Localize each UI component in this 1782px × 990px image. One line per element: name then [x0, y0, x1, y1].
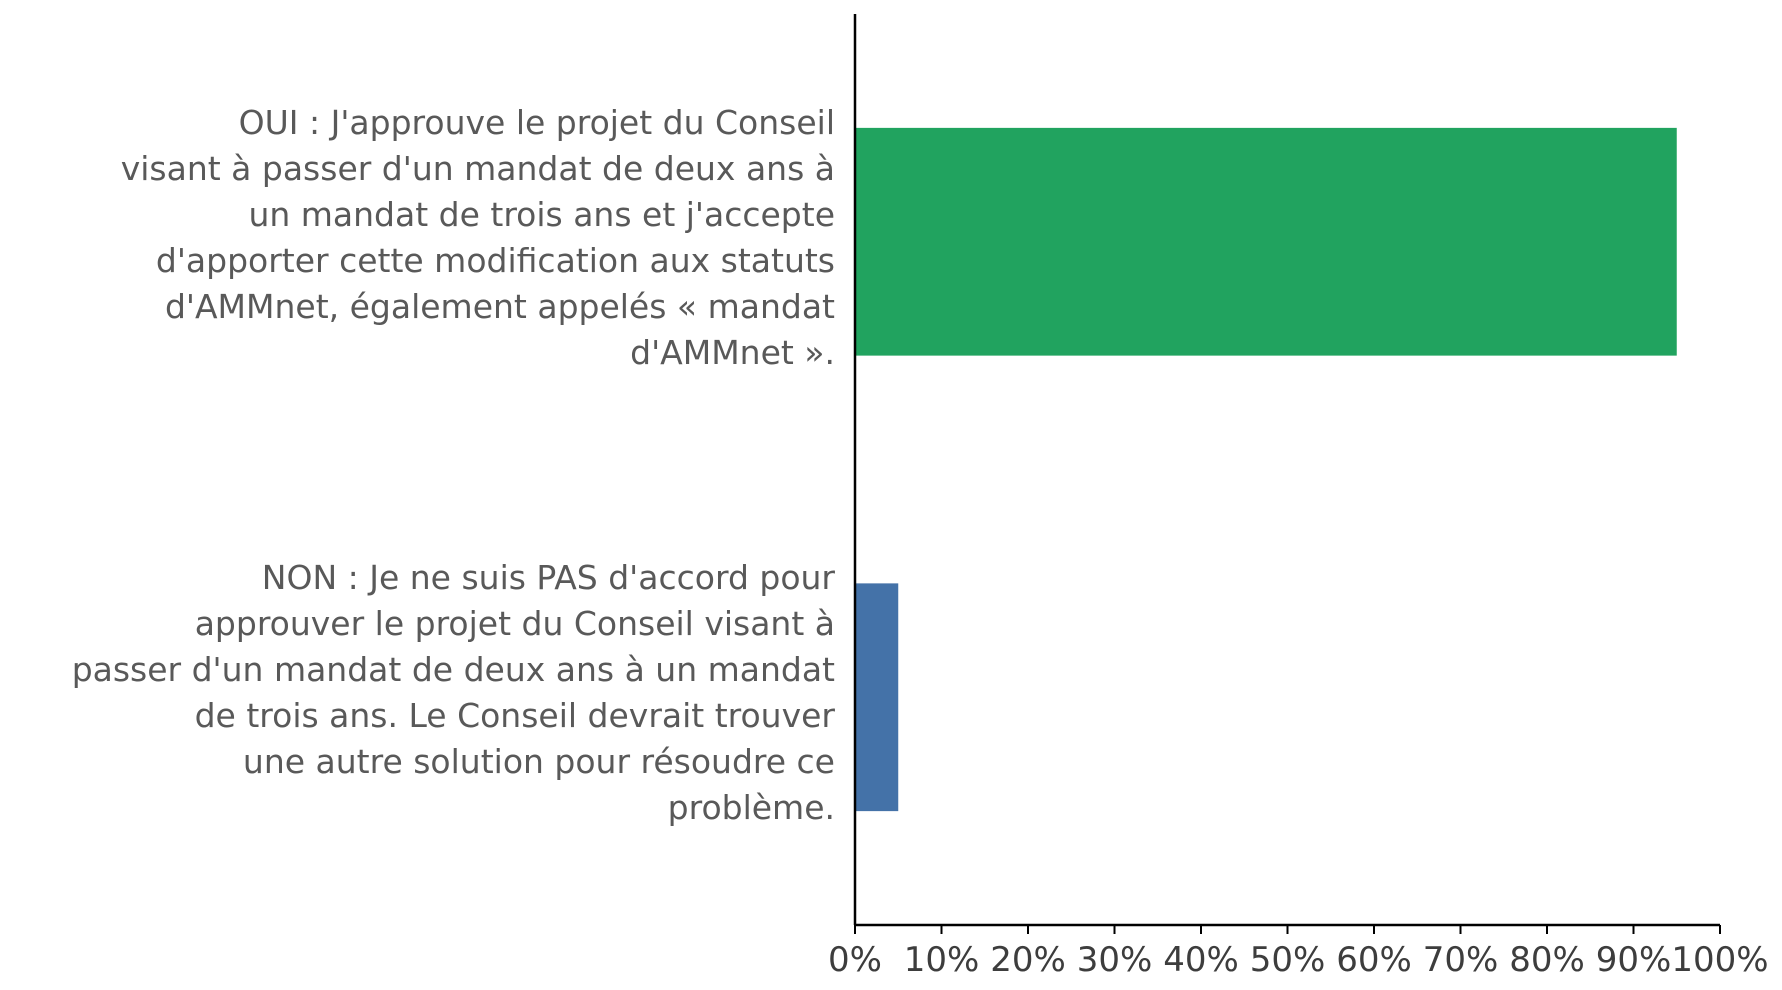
x-tick-label: 60% [1336, 940, 1412, 980]
category-label-line: problème. [667, 788, 835, 828]
x-tick-label: 100% [1671, 940, 1768, 980]
x-tick-label: 80% [1509, 940, 1585, 980]
bar-1 [855, 583, 899, 812]
x-tick-label: 50% [1250, 940, 1326, 980]
category-label-0: OUI : J'approuve le projet du Conseil vis… [0, 100, 835, 376]
category-label-1: NON : Je ne suis PAS d'accord pour approu… [0, 555, 835, 831]
x-ticks-group: 0% 10% 20% 30% 40% 50% 60% 70% 80% 90% 100% [828, 925, 1769, 980]
category-label-line: un mandat de trois ans et j'accepte [248, 194, 835, 234]
category-label-line: approuver le projet du Conseil visant à [194, 604, 835, 644]
category-label-line: visant à passer d'un mandat de deux ans … [120, 148, 835, 188]
category-label-line: OUI : J'approuve le projet du Conseil [238, 102, 835, 142]
category-label-line: de trois ans. Le Conseil devrait trouver [194, 696, 835, 736]
category-label-line: d'apporter cette modification aux statut… [155, 240, 835, 280]
category-label-line: d'AMMnet ». [630, 332, 835, 372]
x-tick-label: 30% [1077, 940, 1153, 980]
category-label-line: d'AMMnet, également appelés « mandat [164, 286, 835, 326]
category-label-line: une autre solution pour résoudre ce [242, 742, 835, 782]
x-tick-label: 40% [1163, 940, 1239, 980]
x-tick-label: 20% [990, 940, 1066, 980]
x-tick-label: 0% [828, 940, 882, 980]
bars-group [855, 127, 1677, 812]
category-label-line: passer d'un mandat de deux ans à un mand… [71, 650, 835, 690]
x-tick-label: 10% [904, 940, 980, 980]
x-tick-label: 70% [1423, 940, 1499, 980]
x-tick-label: 90% [1596, 940, 1672, 980]
category-label-line: NON : Je ne suis PAS d'accord pour [261, 558, 835, 598]
bar-0 [855, 127, 1677, 356]
